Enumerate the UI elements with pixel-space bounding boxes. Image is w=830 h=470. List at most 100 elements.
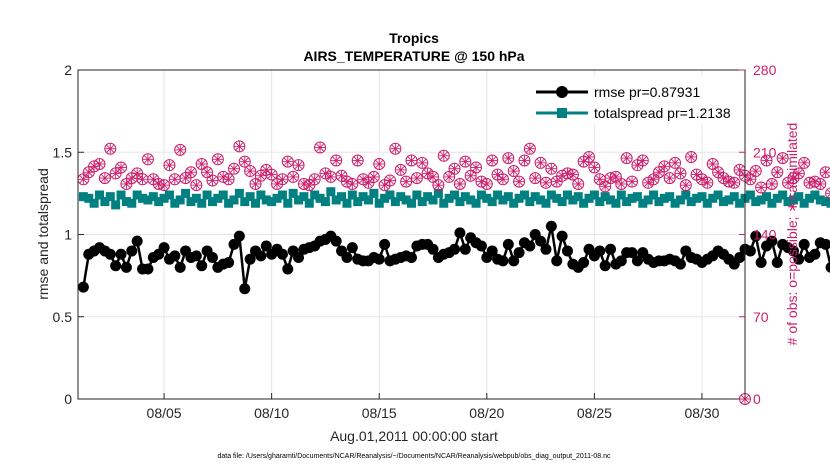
totalspread-point bbox=[541, 198, 551, 208]
obs-asterisk-stroke bbox=[423, 169, 432, 178]
totalspread-point bbox=[632, 192, 642, 202]
obs-asterisk-stroke bbox=[676, 169, 685, 178]
totalspread-point bbox=[665, 192, 675, 202]
obs-circle bbox=[755, 181, 768, 194]
rmse-point bbox=[750, 230, 762, 242]
totalspread-point bbox=[283, 198, 293, 208]
obs-circle bbox=[394, 163, 407, 176]
obs-asterisk-stroke bbox=[456, 180, 464, 188]
totalspread-point bbox=[277, 190, 287, 200]
obs-asterisk-stroke bbox=[644, 178, 653, 187]
obs-count-point bbox=[400, 175, 413, 188]
rmse-point bbox=[223, 256, 235, 268]
obs-count-point bbox=[496, 173, 509, 186]
x-tick-label: 08/10 bbox=[254, 405, 289, 421]
rmse-point bbox=[540, 243, 552, 255]
totalspread-point bbox=[778, 190, 788, 200]
obs-circle bbox=[163, 159, 176, 172]
rmse-point bbox=[486, 245, 498, 257]
rmse-point bbox=[276, 248, 288, 260]
obs-asterisk-stroke bbox=[569, 170, 577, 179]
obs-circle bbox=[819, 166, 830, 179]
obs-count-point bbox=[432, 179, 445, 192]
obs-circle bbox=[287, 170, 300, 183]
rmse-point bbox=[77, 281, 89, 293]
y-tick-label: 1 bbox=[64, 227, 72, 243]
rmse-point bbox=[454, 227, 466, 239]
obs-count-point bbox=[437, 149, 450, 162]
y-axis-label: rmse and totalspread bbox=[35, 168, 51, 300]
rmse-point bbox=[406, 252, 417, 264]
totalspread-point bbox=[649, 190, 659, 200]
rmse-point bbox=[293, 252, 305, 264]
obs-asterisk-stroke bbox=[520, 156, 529, 165]
totalspread-point bbox=[584, 193, 594, 203]
rmse-point bbox=[535, 235, 547, 247]
obs-count-point bbox=[685, 150, 698, 163]
totalspread-point bbox=[186, 197, 196, 207]
y-right-tick-label: 140 bbox=[753, 227, 777, 243]
obs-count-point bbox=[545, 162, 558, 175]
totalspread-point bbox=[713, 190, 723, 200]
y-right-tick-label: 210 bbox=[753, 144, 777, 160]
obs-asterisk-stroke bbox=[698, 175, 706, 184]
y-tick-label: 2 bbox=[64, 62, 72, 78]
obs-asterisk-stroke bbox=[434, 181, 443, 190]
y-axis-right-label: # of obs: o=possible; ∗=assimilated bbox=[784, 123, 800, 346]
obs-asterisk-stroke bbox=[515, 177, 523, 186]
obs-asterisk-stroke bbox=[127, 174, 136, 182]
totalspread-point bbox=[525, 197, 535, 207]
totalspread-point bbox=[692, 193, 702, 203]
totalspread-point bbox=[799, 198, 809, 208]
obs-circle bbox=[825, 187, 830, 200]
obs-circle bbox=[513, 175, 526, 188]
totalspread-point bbox=[627, 193, 637, 203]
totalspread-point bbox=[412, 190, 422, 200]
totalspread-point bbox=[213, 193, 223, 203]
totalspread-point bbox=[331, 195, 341, 205]
obs-count-point bbox=[486, 154, 499, 167]
obs-circle bbox=[792, 167, 805, 180]
y-tick-label: 1.5 bbox=[53, 144, 73, 160]
obs-asterisk-stroke bbox=[348, 180, 357, 188]
obs-asterisk-stroke bbox=[757, 183, 765, 192]
obs-count-point bbox=[211, 153, 224, 166]
rmse-point bbox=[513, 247, 525, 259]
totalspread-point bbox=[562, 190, 572, 200]
obs-count-point bbox=[410, 172, 423, 185]
totalspread-point bbox=[347, 190, 357, 200]
obs-asterisk-stroke bbox=[595, 175, 604, 184]
obs-asterisk-stroke bbox=[359, 175, 367, 184]
obs-count-point bbox=[749, 165, 762, 178]
legend-totalspread-marker bbox=[557, 108, 567, 118]
legend-rmse-label: rmse pr=0.87931 bbox=[594, 84, 700, 100]
obs-circle bbox=[588, 161, 601, 174]
obs-asterisk-stroke bbox=[665, 174, 674, 182]
y-axis-right-ticks: 0 70 140 210 280 bbox=[739, 62, 777, 407]
totalspread-point bbox=[159, 193, 169, 203]
obs-asterisk-stroke bbox=[386, 176, 394, 185]
obs-count-point bbox=[583, 150, 596, 163]
obs-asterisk-stroke bbox=[751, 167, 760, 175]
rmse-point bbox=[110, 260, 122, 272]
obs-circle bbox=[798, 156, 811, 169]
rmse-point bbox=[239, 283, 251, 295]
obs-circle bbox=[184, 166, 197, 179]
obs-circle bbox=[706, 158, 719, 170]
obs-count-point bbox=[636, 154, 649, 167]
totalspread-point bbox=[519, 190, 529, 200]
rmse-point bbox=[497, 255, 509, 267]
totalspread-point bbox=[579, 198, 589, 208]
totalspread-point bbox=[595, 197, 605, 207]
obs-asterisk-stroke bbox=[789, 174, 798, 182]
rmse-point bbox=[631, 255, 643, 267]
obs-circle bbox=[373, 158, 386, 170]
obs-count-point bbox=[77, 173, 90, 186]
totalspread-point bbox=[256, 190, 266, 200]
obs-count-point bbox=[249, 177, 262, 190]
obs-count-point bbox=[389, 142, 402, 155]
rmse-point bbox=[599, 260, 611, 272]
obs-asterisk-stroke bbox=[310, 175, 319, 184]
obs-asterisk-stroke bbox=[294, 161, 303, 170]
rmse-point bbox=[561, 245, 573, 257]
